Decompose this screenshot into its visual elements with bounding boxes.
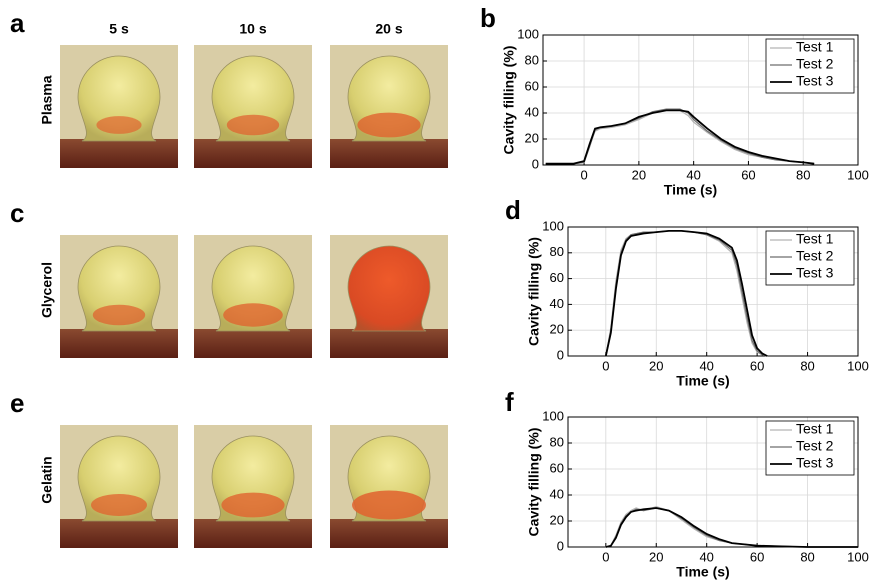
photo-substrate: [60, 139, 178, 168]
legend-label: Test 1: [796, 39, 834, 55]
x-tick-label: 60: [741, 167, 755, 182]
legend-label: Test 3: [796, 73, 834, 89]
y-tick-label: 100: [542, 408, 564, 423]
dye-region: [92, 304, 146, 326]
plot-frame: [567, 416, 859, 548]
dye-region: [91, 494, 147, 516]
legend-label: Test 2: [796, 56, 834, 72]
y-axis-label: Cavity filling (%): [526, 428, 542, 537]
x-tick-label: 0: [602, 358, 609, 373]
x-tick-label: 20: [649, 358, 663, 373]
panel-label: f: [505, 387, 514, 417]
y-tick-label: 40: [525, 104, 539, 119]
y-tick-label: 80: [550, 244, 564, 259]
photo-substrate: [330, 519, 448, 548]
y-tick-label: 60: [550, 460, 564, 475]
y-tick-label: 60: [525, 78, 539, 93]
x-tick-label: 100: [847, 358, 869, 373]
x-tick-label: 20: [632, 167, 646, 182]
legend-label: Test 1: [796, 231, 834, 247]
y-tick-label: 20: [525, 130, 539, 145]
y-axis-label: Cavity filling (%): [526, 237, 542, 346]
y-tick-label: 20: [550, 512, 564, 527]
x-tick-label: 0: [580, 167, 587, 182]
legend-label: Test 2: [796, 248, 834, 264]
dye-region: [221, 492, 285, 518]
row-label: Plasma: [39, 75, 55, 124]
x-tick-label: 40: [686, 167, 700, 182]
y-tick-label: 0: [532, 156, 539, 171]
x-tick-label: 60: [750, 358, 764, 373]
photo-substrate: [330, 329, 448, 358]
photo-substrate: [194, 329, 312, 358]
series-line: [545, 109, 815, 165]
y-tick-label: 100: [517, 26, 539, 41]
x-tick-label: 0: [602, 549, 609, 564]
dye-region: [226, 114, 280, 136]
y-tick-label: 100: [542, 218, 564, 233]
legend-label: Test 2: [796, 438, 834, 454]
series-line: [605, 507, 858, 548]
row-label: Glycerol: [39, 262, 55, 318]
dye-region: [96, 116, 142, 134]
plot-frame: [567, 226, 859, 357]
x-axis-label: Time (s): [676, 373, 729, 389]
panel-label: d: [505, 195, 521, 225]
y-tick-label: 20: [550, 322, 564, 337]
x-tick-label: 80: [800, 358, 814, 373]
x-axis-label: Time (s): [676, 564, 729, 580]
x-tick-label: 80: [796, 167, 810, 182]
panel-label: a: [10, 8, 25, 38]
x-tick-label: 100: [847, 549, 869, 564]
column-header: 10 s: [239, 21, 266, 37]
x-tick-label: 80: [800, 549, 814, 564]
y-tick-label: 0: [557, 538, 564, 553]
x-tick-label: 20: [649, 549, 663, 564]
x-tick-label: 60: [750, 549, 764, 564]
legend-label: Test 3: [796, 265, 834, 281]
x-tick-label: 40: [699, 549, 713, 564]
photo-substrate: [194, 139, 312, 168]
panel-label: b: [480, 3, 496, 33]
plot-frame: [542, 34, 859, 166]
dye-region: [357, 112, 421, 138]
panel-label: c: [10, 198, 24, 228]
y-axis-label: Cavity filling (%): [501, 46, 517, 155]
dye-region: [352, 490, 426, 520]
y-tick-label: 40: [550, 486, 564, 501]
legend-box: [765, 420, 855, 476]
column-header: 20 s: [375, 21, 402, 37]
y-tick-label: 40: [550, 296, 564, 311]
photo-substrate: [60, 329, 178, 358]
panel-label: e: [10, 388, 24, 418]
legend-label: Test 3: [796, 455, 834, 471]
row-label: Gelatin: [39, 456, 55, 503]
droplet: [347, 245, 431, 332]
photo-substrate: [60, 519, 178, 548]
series-line: [604, 229, 768, 357]
y-tick-label: 60: [550, 270, 564, 285]
x-tick-label: 40: [699, 358, 713, 373]
column-header: 5 s: [109, 21, 129, 37]
photo-substrate: [330, 139, 448, 168]
y-tick-label: 0: [557, 347, 564, 362]
legend-label: Test 1: [796, 421, 834, 437]
x-tick-label: 100: [847, 167, 869, 182]
photo-substrate: [194, 519, 312, 548]
y-tick-label: 80: [525, 52, 539, 67]
y-tick-label: 80: [550, 434, 564, 449]
dye-region: [223, 303, 283, 327]
x-axis-label: Time (s): [664, 182, 717, 198]
droplet: [77, 55, 161, 142]
